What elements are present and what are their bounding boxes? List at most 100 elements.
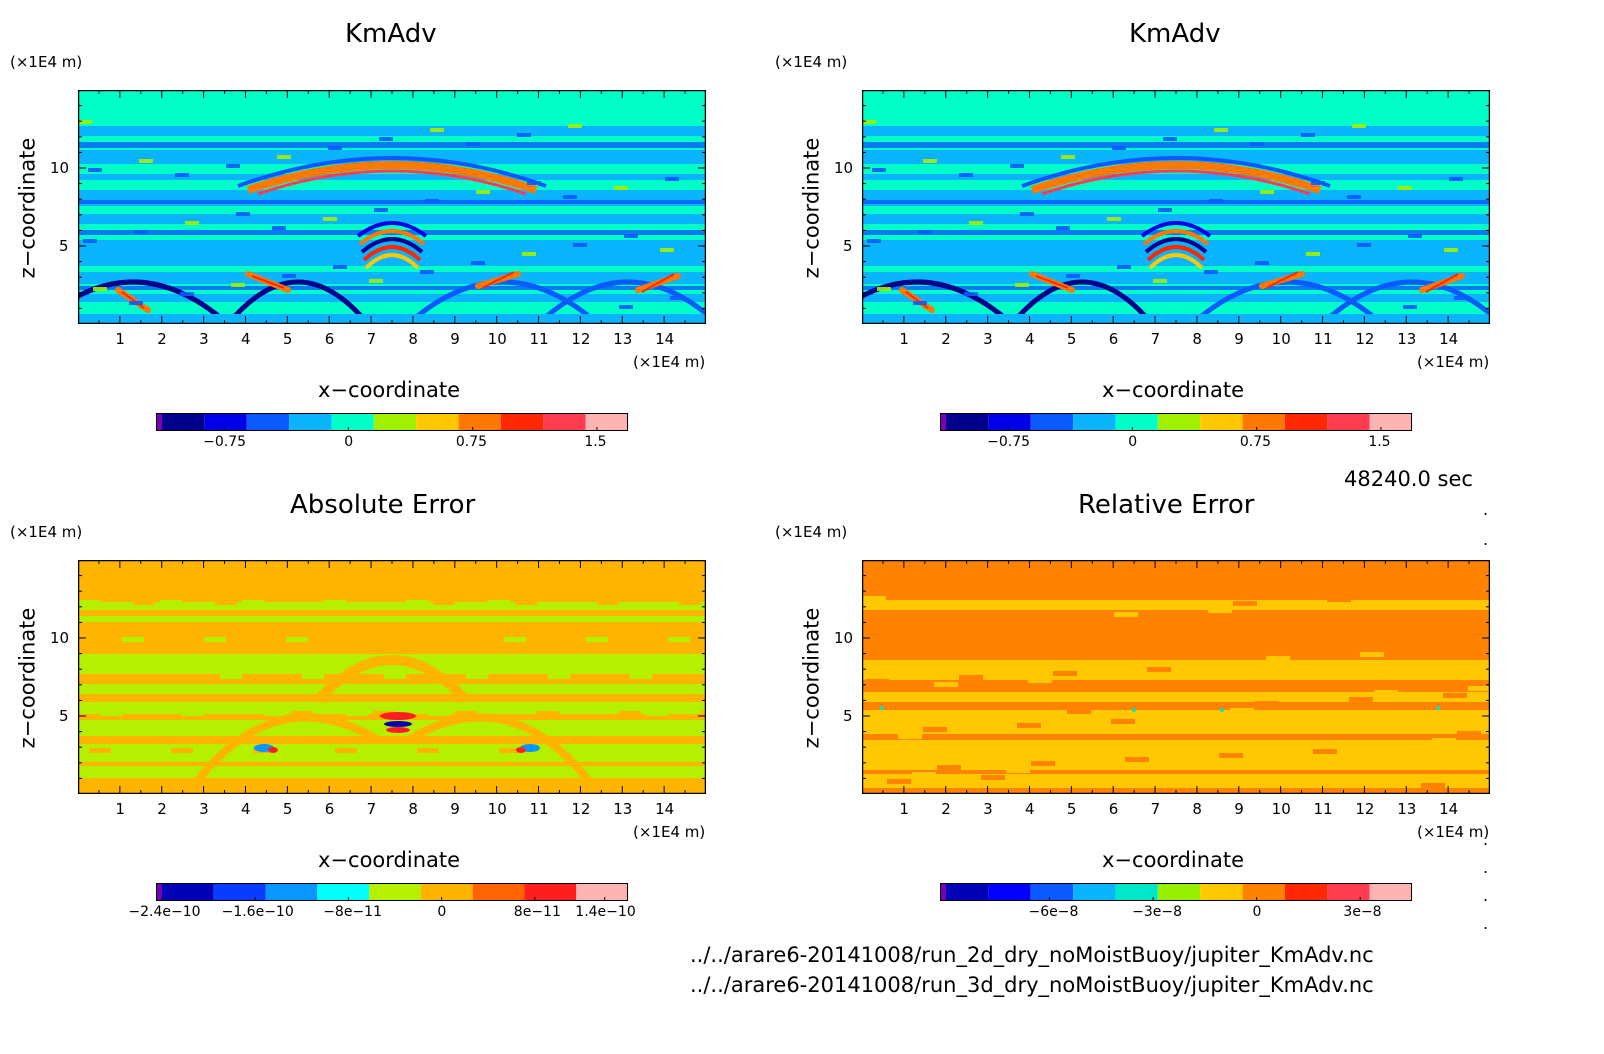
x-tick-label: 8 xyxy=(1192,800,1202,818)
colorbar-swatch xyxy=(1327,413,1370,431)
colorbar-swatch xyxy=(1200,883,1243,901)
y-axis-label: z−coordinate xyxy=(799,137,824,279)
colorbar-tick-label: −0.75 xyxy=(203,434,247,450)
y-tick-label: 5 xyxy=(59,707,69,725)
colorbar-swatch xyxy=(1200,413,1243,431)
x-tick-label: 4 xyxy=(240,330,251,348)
colorbar-tick-label: −0.75 xyxy=(987,434,1031,450)
colorbar-swatch xyxy=(1115,413,1158,431)
panel-title: Absolute Error xyxy=(290,490,476,520)
x-tick-label: 12 xyxy=(571,800,591,818)
colorbar-tick-label: 1.5 xyxy=(584,434,607,450)
x-tick-label: 14 xyxy=(655,330,675,348)
x-unit-label: (×1E4 m) xyxy=(633,823,706,841)
x-tick-label: 4 xyxy=(1024,330,1035,348)
colorbar-tick-label: −8e−11 xyxy=(323,904,382,920)
x-tick-label: 7 xyxy=(1150,800,1161,818)
colorbar-swatch xyxy=(524,883,577,901)
x-tick-label: 2 xyxy=(941,330,951,348)
x-tick-label: 4 xyxy=(240,800,251,818)
x-unit-label: (×1E4 m) xyxy=(633,353,706,371)
panel-title: KmAdv xyxy=(1129,19,1221,49)
x-tick-label: 5 xyxy=(1066,330,1077,348)
colorbar-swatch xyxy=(156,413,162,431)
x-tick-label: 1 xyxy=(899,800,909,818)
x-tick-label: 14 xyxy=(1439,800,1459,818)
dot: . xyxy=(1483,830,1489,849)
x-tick-label: 8 xyxy=(408,800,418,818)
file-path-3d: ../../arare6-20141008/run_3d_dry_noMoist… xyxy=(690,973,1374,997)
dot: . xyxy=(1483,858,1489,877)
dot: . xyxy=(1483,530,1489,549)
colorbar-swatch xyxy=(576,883,628,901)
x-axis-label: x−coordinate xyxy=(1102,378,1245,402)
colorbar-swatch xyxy=(940,413,946,431)
colorbar-swatch xyxy=(373,413,417,431)
x-tick-label: 6 xyxy=(1108,330,1119,348)
heatmap-plot xyxy=(862,90,1490,324)
colorbar-swatch xyxy=(246,413,290,431)
colorbar-swatch xyxy=(265,883,318,901)
x-tick-label: 5 xyxy=(1066,800,1077,818)
y-tick-label: 5 xyxy=(843,707,853,725)
colorbar-tick-label: 0 xyxy=(344,434,354,450)
colorbar-tick-label: 0.75 xyxy=(1239,434,1272,450)
colorbar-swatch xyxy=(1284,883,1328,901)
colorbar-swatch xyxy=(289,413,332,431)
y-tick-label: 5 xyxy=(59,237,69,255)
colorbar-tick-label: 0 xyxy=(1252,904,1262,920)
colorbar-swatch xyxy=(1327,883,1370,901)
colorbar-swatch xyxy=(458,413,501,431)
heatmap-plot xyxy=(78,560,706,794)
dot: . xyxy=(1483,914,1489,933)
x-axis-label: x−coordinate xyxy=(318,848,461,872)
y-unit-label: (×1E4 m) xyxy=(10,523,83,541)
dot: . xyxy=(1483,500,1489,519)
x-tick-label: 2 xyxy=(157,330,167,348)
colorbar-swatch xyxy=(1369,413,1412,431)
colorbar xyxy=(156,883,628,901)
colorbar-swatch xyxy=(1030,883,1074,901)
colorbar-swatch xyxy=(1242,883,1285,901)
x-tick-label: 3 xyxy=(983,800,993,818)
x-tick-label: 1 xyxy=(899,330,909,348)
x-tick-label: 12 xyxy=(1355,800,1375,818)
colorbar-swatch xyxy=(1115,883,1158,901)
x-tick-label: 11 xyxy=(1313,330,1333,348)
x-tick-label: 5 xyxy=(282,800,293,818)
y-axis-label: z−coordinate xyxy=(799,607,824,749)
colorbar-tick-label: 3e−8 xyxy=(1343,904,1382,920)
colorbar-swatch xyxy=(1242,413,1285,431)
x-tick-label: 3 xyxy=(199,330,209,348)
x-tick-label: 10 xyxy=(487,330,507,348)
x-tick-label: 9 xyxy=(1234,330,1244,348)
x-tick-label: 6 xyxy=(324,800,335,818)
colorbar xyxy=(940,413,1412,431)
x-unit-label: (×1E4 m) xyxy=(1417,823,1490,841)
x-unit-label: (×1E4 m) xyxy=(1417,353,1490,371)
y-tick-label: 5 xyxy=(843,237,853,255)
colorbar-tick-label: 8e−11 xyxy=(513,904,561,920)
x-tick-label: 11 xyxy=(529,800,549,818)
colorbar-swatch xyxy=(1284,413,1328,431)
colorbar-tick-label: 1.4e−10 xyxy=(575,904,636,920)
time-label: 48240.0 sec xyxy=(1344,467,1473,491)
x-tick-label: 1 xyxy=(115,330,125,348)
colorbar-swatch xyxy=(369,883,421,901)
x-tick-label: 13 xyxy=(613,330,633,348)
y-tick-label: 10 xyxy=(834,159,854,177)
y-unit-label: (×1E4 m) xyxy=(775,53,848,71)
heatmap-plot xyxy=(78,90,706,324)
x-tick-label: 1 xyxy=(115,800,125,818)
y-tick-label: 10 xyxy=(50,629,70,647)
colorbar-swatch xyxy=(946,413,989,431)
colorbar-tick-label: −1.6e−10 xyxy=(221,904,294,920)
x-tick-label: 7 xyxy=(366,800,377,818)
colorbar-swatch xyxy=(162,413,205,431)
x-tick-label: 9 xyxy=(450,800,460,818)
colorbar-swatch xyxy=(156,883,162,901)
colorbar-tick-label: −6e−8 xyxy=(1028,904,1079,920)
colorbar-swatch xyxy=(162,883,214,901)
colorbar-swatch xyxy=(940,883,946,901)
x-tick-label: 13 xyxy=(613,800,633,818)
